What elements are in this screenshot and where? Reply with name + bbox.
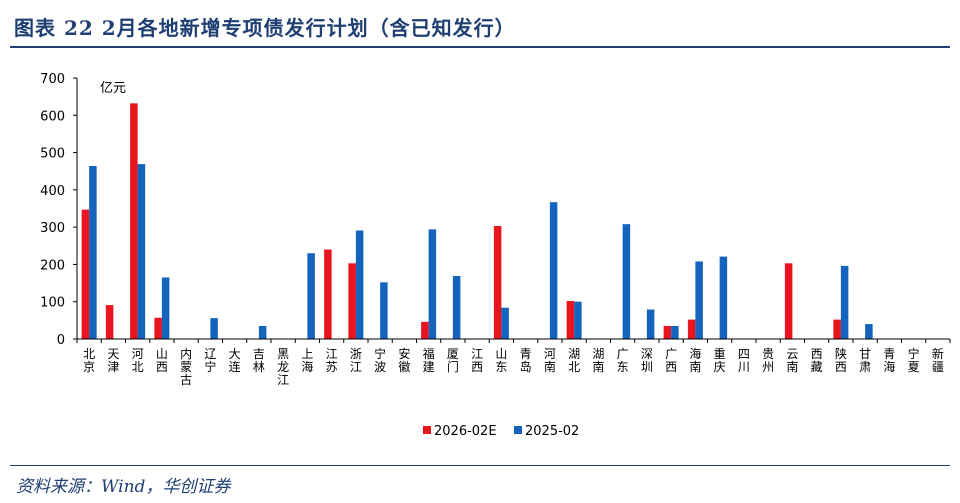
legend-label-1: 2026-02E <box>434 424 497 439</box>
y-tick-label: 700 <box>40 72 65 87</box>
bar-series2-北京 <box>89 165 97 339</box>
bar-series2-深圳 <box>646 309 655 339</box>
x-category-label: 甘肃 <box>859 347 871 374</box>
source-note: 资料来源：Wind，华创证券 <box>16 477 231 497</box>
x-category-label: 天津 <box>107 347 119 374</box>
unit-label: 亿元 <box>100 81 126 96</box>
x-category-label: 宁夏 <box>908 346 920 374</box>
bar-series1-陕西 <box>833 319 841 339</box>
x-category-label: 广东 <box>617 347 629 374</box>
bar-series2-辽宁 <box>210 318 218 339</box>
x-category-label: 吉林 <box>253 347 265 374</box>
bar-series2-福建 <box>428 229 437 339</box>
legend-swatch-2 <box>514 426 522 434</box>
x-category-label: 青岛 <box>520 347 532 374</box>
x-category-label: 山西 <box>156 347 168 374</box>
x-category-label: 贵州 <box>762 347 774 374</box>
bar-series2-重庆 <box>719 256 728 339</box>
x-category-label: 浙江 <box>350 347 362 374</box>
x-category-label: 河北 <box>132 347 144 374</box>
bar-series2-山东 <box>501 307 509 339</box>
bar-series2-广西 <box>671 325 679 339</box>
legend-label-2: 2025-02 <box>525 424 579 439</box>
bar-series2-宁波 <box>380 282 388 339</box>
bar-series1-山东 <box>493 226 502 339</box>
bar-series2-吉林 <box>258 325 267 339</box>
x-category-label: 深圳 <box>641 347 653 374</box>
bar-series1-北京 <box>81 209 90 339</box>
bar-chart: 0 100 200 300 400 500 600 700 北京天津河北山西内蒙古辽宁大连吉林黑… <box>40 72 951 439</box>
bar-series1-浙江 <box>348 263 356 339</box>
bar-series1-福建 <box>421 321 429 339</box>
bar-series2-海南 <box>695 261 703 339</box>
bar-series1-天津 <box>105 305 114 339</box>
bar-series2-浙江 <box>355 230 364 339</box>
x-category-label: 北京 <box>83 347 95 374</box>
x-category-label: 广西 <box>665 347 677 374</box>
footer-divider <box>10 465 950 466</box>
x-category-label: 湖南 <box>592 346 604 374</box>
bar-series2-厦门 <box>452 275 461 339</box>
x-category-label: 厦门 <box>447 347 459 374</box>
x-category-label: 辽宁 <box>204 347 216 374</box>
x-category-label: 内蒙古 <box>180 347 192 387</box>
x-category-label: 重庆 <box>714 347 726 374</box>
bar-series2-山西 <box>161 277 170 339</box>
x-category-label: 新疆 <box>932 346 944 374</box>
x-category-label: 大连 <box>229 347 241 374</box>
y-tick-label: 0 <box>57 333 65 348</box>
x-category-label: 四川 <box>738 347 750 374</box>
bar-series1-江苏 <box>324 249 332 339</box>
bar-series1-山西 <box>154 317 162 339</box>
chart-legend: 2026-02E 2025-02 <box>423 424 579 439</box>
x-category-label: 宁波 <box>374 346 386 374</box>
y-tick-label: 300 <box>40 221 65 236</box>
x-category-label: 湖北 <box>568 346 580 374</box>
x-category-label: 山东 <box>495 347 507 374</box>
x-category-label: 江西 <box>471 347 483 374</box>
x-category-label: 上海 <box>301 347 313 374</box>
title-divider <box>10 46 950 48</box>
x-category-label: 青海 <box>883 347 895 374</box>
bar-series2-湖北 <box>574 301 582 339</box>
y-tick-label: 500 <box>40 147 65 162</box>
y-tick-label: 400 <box>40 184 65 199</box>
x-category-label: 海南 <box>689 346 701 374</box>
bar-series2-甘肃 <box>865 324 873 339</box>
bar-series1-河北 <box>130 103 138 339</box>
bar-series2-广东 <box>622 224 631 339</box>
y-tick-label: 100 <box>40 296 65 311</box>
x-category-label: 黑龙江 <box>277 347 289 387</box>
x-category-label: 西藏 <box>811 347 823 374</box>
x-category-label: 江苏 <box>326 347 338 374</box>
bar-series2-河南 <box>549 202 558 339</box>
x-category-label: 安徽 <box>398 346 410 374</box>
x-category-label: 河南 <box>544 347 556 374</box>
x-category-label: 陕西 <box>835 346 847 374</box>
y-tick-label: 200 <box>40 258 65 273</box>
legend-swatch-1 <box>423 426 431 434</box>
y-tick-label: 600 <box>40 109 65 124</box>
x-category-label: 福建 <box>423 346 435 374</box>
bar-series1-云南 <box>784 263 793 339</box>
bar-series2-河北 <box>137 164 146 339</box>
bar-series1-海南 <box>687 319 696 339</box>
bar-series1-广西 <box>663 325 672 339</box>
bar-series2-陕西 <box>840 265 849 339</box>
page-title: 图表 22 2月各地新增专项债发行计划（含已知发行） <box>14 16 516 40</box>
x-category-label: 云南 <box>786 347 798 374</box>
bar-series1-湖北 <box>566 300 575 339</box>
bar-series2-上海 <box>307 253 315 339</box>
